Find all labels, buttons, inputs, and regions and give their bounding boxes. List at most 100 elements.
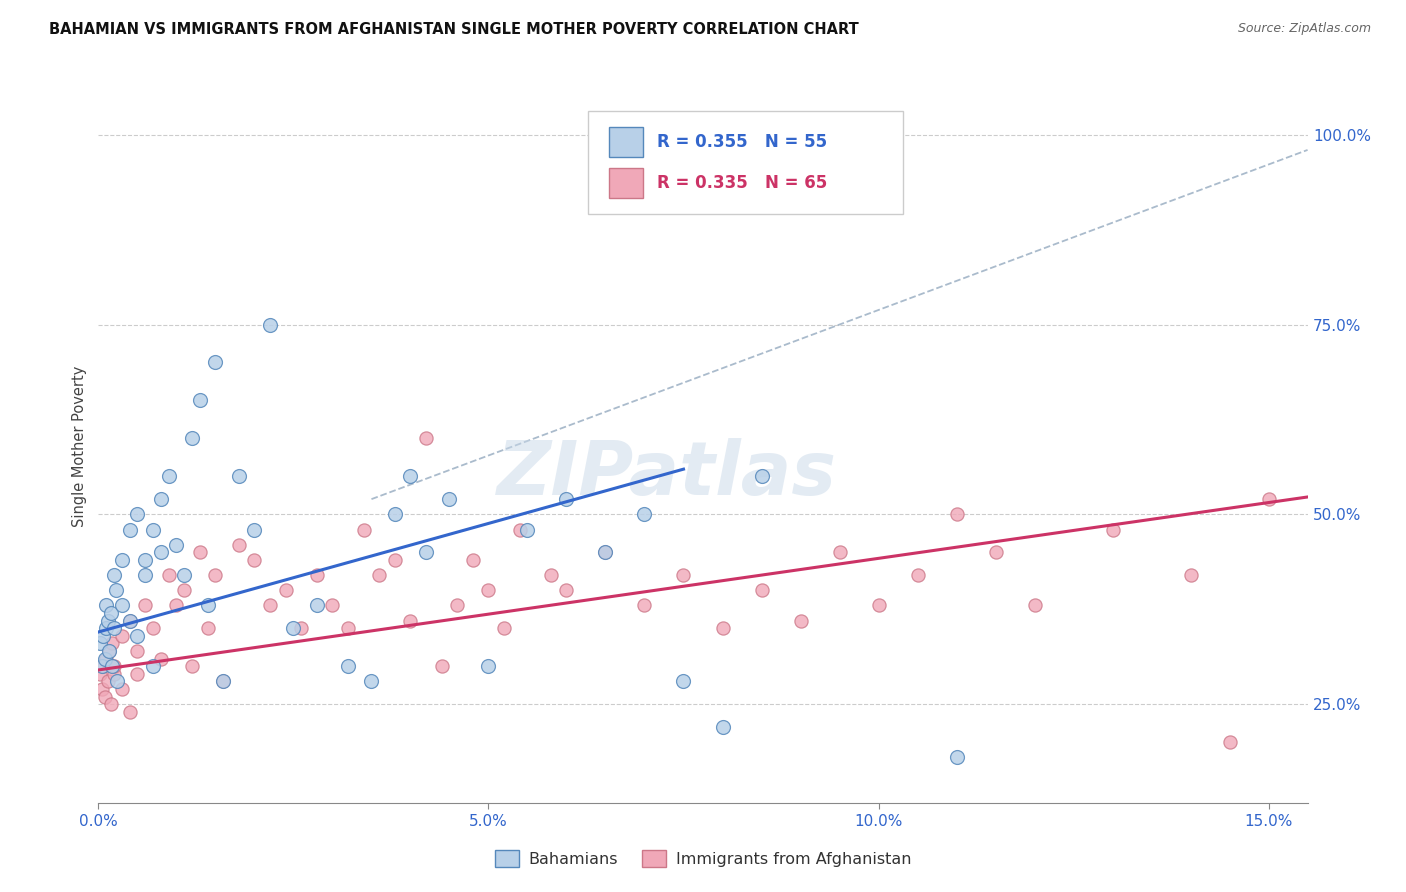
- Point: [89, 636, 111, 650]
- Point: [984, 545, 1007, 559]
- Point: [93, 690, 115, 704]
- Point: [711, 720, 734, 734]
- Point: [111, 599, 134, 613]
- Bar: [609, 127, 643, 157]
- Point: [90, 681, 112, 696]
- Point: [711, 621, 734, 635]
- Point: [111, 629, 134, 643]
- Point: [555, 583, 578, 598]
- Point: [142, 523, 165, 537]
- Point: [204, 355, 226, 369]
- Point: [212, 674, 235, 689]
- Point: [111, 681, 134, 696]
- Point: [165, 599, 187, 613]
- Point: [104, 583, 127, 598]
- Text: R = 0.335   N = 65: R = 0.335 N = 65: [657, 174, 827, 192]
- Point: [368, 568, 391, 582]
- Point: [828, 545, 851, 559]
- Point: [127, 666, 149, 681]
- Point: [1101, 523, 1123, 537]
- Text: R = 0.355   N = 55: R = 0.355 N = 55: [657, 133, 827, 151]
- Point: [157, 469, 180, 483]
- Point: [98, 644, 121, 658]
- Point: [197, 599, 219, 613]
- Point: [751, 583, 773, 598]
- Point: [127, 508, 149, 522]
- Point: [461, 553, 484, 567]
- Point: [91, 659, 114, 673]
- Point: [204, 568, 226, 582]
- Point: [509, 523, 531, 537]
- Point: [290, 621, 312, 635]
- Point: [439, 492, 461, 507]
- Point: [127, 629, 149, 643]
- Point: [633, 508, 655, 522]
- Point: [134, 553, 156, 567]
- Point: [360, 674, 382, 689]
- Point: [97, 614, 120, 628]
- Point: [134, 599, 156, 613]
- Point: [1219, 735, 1241, 749]
- Point: [595, 545, 617, 559]
- Text: BAHAMIAN VS IMMIGRANTS FROM AFGHANISTAN SINGLE MOTHER POVERTY CORRELATION CHART: BAHAMIAN VS IMMIGRANTS FROM AFGHANISTAN …: [49, 22, 859, 37]
- Point: [89, 666, 111, 681]
- Point: [516, 523, 538, 537]
- Point: [228, 538, 250, 552]
- Point: [633, 599, 655, 613]
- Point: [243, 553, 266, 567]
- Point: [540, 568, 562, 582]
- Point: [305, 599, 328, 613]
- Point: [149, 545, 172, 559]
- Point: [93, 651, 115, 665]
- Text: Source: ZipAtlas.com: Source: ZipAtlas.com: [1237, 22, 1371, 36]
- Point: [672, 568, 695, 582]
- Point: [477, 659, 499, 673]
- Point: [672, 674, 695, 689]
- Point: [96, 651, 118, 665]
- Point: [446, 599, 468, 613]
- Point: [274, 583, 297, 598]
- Point: [197, 621, 219, 635]
- Point: [101, 636, 124, 650]
- Point: [188, 393, 211, 408]
- Point: [149, 651, 172, 665]
- Point: [103, 568, 125, 582]
- Point: [118, 523, 141, 537]
- Point: [96, 599, 118, 613]
- Point: [96, 621, 118, 635]
- Point: [103, 621, 125, 635]
- Point: [1180, 568, 1202, 582]
- Point: [181, 431, 204, 445]
- Point: [105, 674, 128, 689]
- Text: ZIPatlas: ZIPatlas: [496, 438, 837, 511]
- FancyBboxPatch shape: [588, 111, 903, 214]
- Point: [173, 568, 195, 582]
- Legend: Bahamians, Immigrants from Afghanistan: Bahamians, Immigrants from Afghanistan: [489, 844, 917, 873]
- Point: [555, 492, 578, 507]
- Point: [97, 674, 120, 689]
- Point: [305, 568, 328, 582]
- Point: [118, 614, 141, 628]
- Point: [415, 545, 437, 559]
- Point: [118, 614, 141, 628]
- Point: [98, 644, 121, 658]
- Point: [100, 606, 122, 620]
- Point: [283, 621, 305, 635]
- Point: [91, 629, 114, 643]
- Point: [945, 508, 967, 522]
- Point: [173, 583, 195, 598]
- Point: [751, 469, 773, 483]
- Point: [103, 659, 125, 673]
- Point: [142, 621, 165, 635]
- Point: [1257, 492, 1279, 507]
- Point: [477, 583, 499, 598]
- Point: [789, 166, 811, 180]
- Y-axis label: Single Mother Poverty: Single Mother Poverty: [72, 366, 87, 526]
- Point: [90, 659, 112, 673]
- Point: [134, 568, 156, 582]
- Point: [118, 705, 141, 719]
- Point: [415, 431, 437, 445]
- Point: [127, 644, 149, 658]
- Bar: [609, 168, 643, 198]
- Point: [399, 469, 422, 483]
